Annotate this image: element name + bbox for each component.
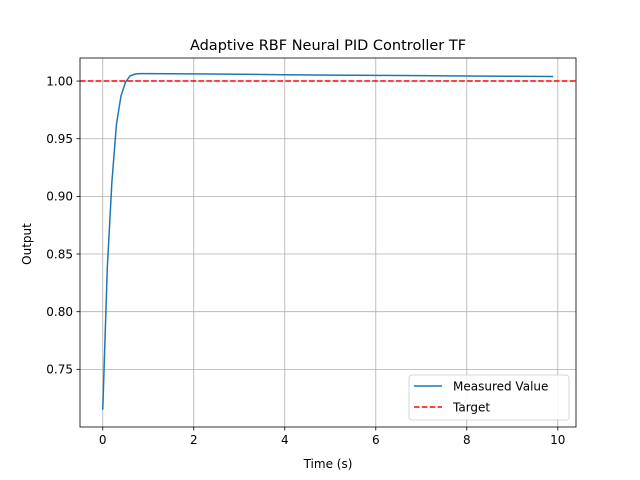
x-tick-label-2: 4 — [281, 433, 289, 447]
y-tick-label-3: 0.90 — [46, 190, 73, 204]
y-tick-label-1: 0.80 — [46, 305, 73, 319]
x-tick-label-1: 2 — [190, 433, 198, 447]
legend-box — [408, 374, 570, 421]
axes-frame — [79, 57, 577, 428]
y-axis-label: Output — [20, 223, 34, 265]
legend-label-1: Target — [452, 400, 490, 414]
x-tick-label-4: 8 — [463, 433, 471, 447]
y-tick-label-2: 0.85 — [46, 247, 73, 261]
y-tick-label-4: 0.95 — [46, 132, 73, 146]
x-tick-label-5: 10 — [550, 433, 565, 447]
plot-area: 0 2 4 6 8 10 0.75 0.80 0.85 0.90 0.95 1.00 Measured … — [46, 57, 577, 447]
x-tick-label-0: 0 — [99, 433, 107, 447]
chart-title: Adaptive RBF Neural PID Controller TF — [190, 38, 466, 54]
series-line-measured-value — [102, 72, 554, 410]
y-tick-label-0: 0.75 — [46, 363, 73, 377]
x-axis-label: Time (s) — [303, 457, 353, 471]
legend-label-0: Measured Value — [453, 379, 548, 393]
y-tick-label-5: 1.00 — [46, 74, 73, 88]
legend: Measured Value Target — [408, 374, 570, 421]
x-tick-label-3: 6 — [372, 433, 380, 447]
